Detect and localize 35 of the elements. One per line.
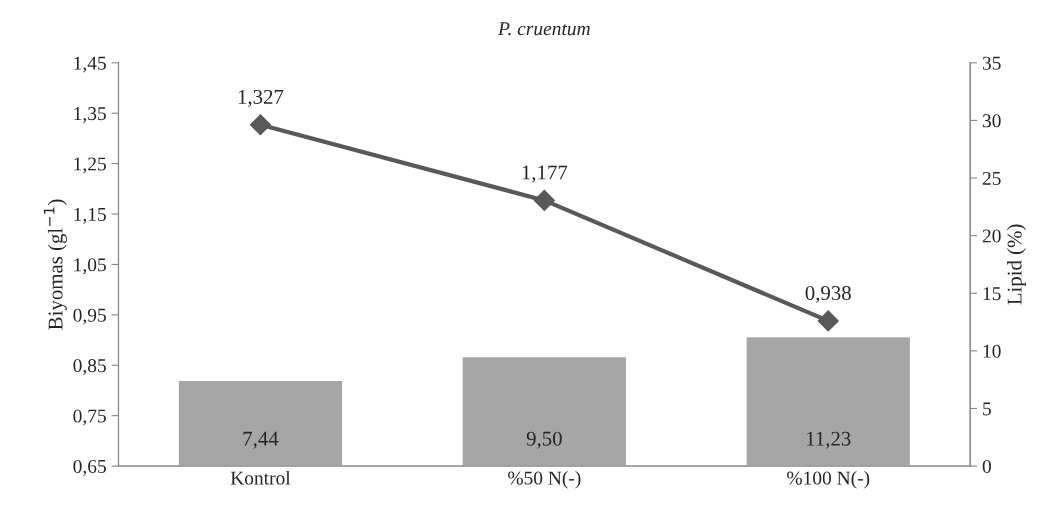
x-tick-label: Kontrol (230, 470, 291, 485)
y-tick-label: 0,95 (73, 308, 106, 325)
chart-title: P. cruentum (497, 22, 590, 36)
y-axis-title: Biyomas (gl$^{−1}$) (43, 199, 67, 330)
y2-tick-label: 35 (982, 56, 1001, 70)
point (249, 114, 271, 136)
data-label: 7,44 (243, 431, 279, 449)
x-tick-label: %50 N(-) (508, 470, 581, 489)
data-label: 9,50 (526, 431, 562, 449)
data-label: 0,938 (805, 285, 851, 303)
data-label: 1,177 (522, 165, 568, 183)
y2-tick-label: 15 (983, 287, 1001, 301)
y2-tick-label: 10 (983, 344, 1001, 358)
y2-axis-title: Lipid (%) (1006, 224, 1026, 305)
y-tick-label: 0,75 (73, 409, 106, 426)
x-tick-label: %100 N(-) (787, 470, 870, 489)
y2-tick-label: 30 (982, 114, 1001, 128)
bar (461, 355, 628, 467)
y-tick-label: 1,25 (74, 157, 106, 174)
y-tick-label: 0,85 (73, 359, 106, 375)
point (533, 189, 555, 211)
bar (177, 379, 344, 467)
y2-tick-label: 0 (982, 459, 991, 473)
y2-tick-label: 25 (982, 171, 1001, 185)
y2-tick-label: 5 (983, 402, 991, 416)
y2-tick-label: 20 (982, 229, 1001, 243)
data-label: 11,23 (807, 431, 851, 449)
y-tick-label: 1,15 (74, 207, 106, 224)
y-tick-label: 0,65 (73, 459, 106, 476)
y-tick-label: 1,05 (74, 258, 106, 275)
y-tick-label: 1,45 (74, 56, 106, 73)
point (817, 310, 839, 332)
data-label: 1,327 (238, 89, 284, 107)
y-tick-label: 1,35 (74, 107, 106, 123)
bar (745, 335, 912, 467)
